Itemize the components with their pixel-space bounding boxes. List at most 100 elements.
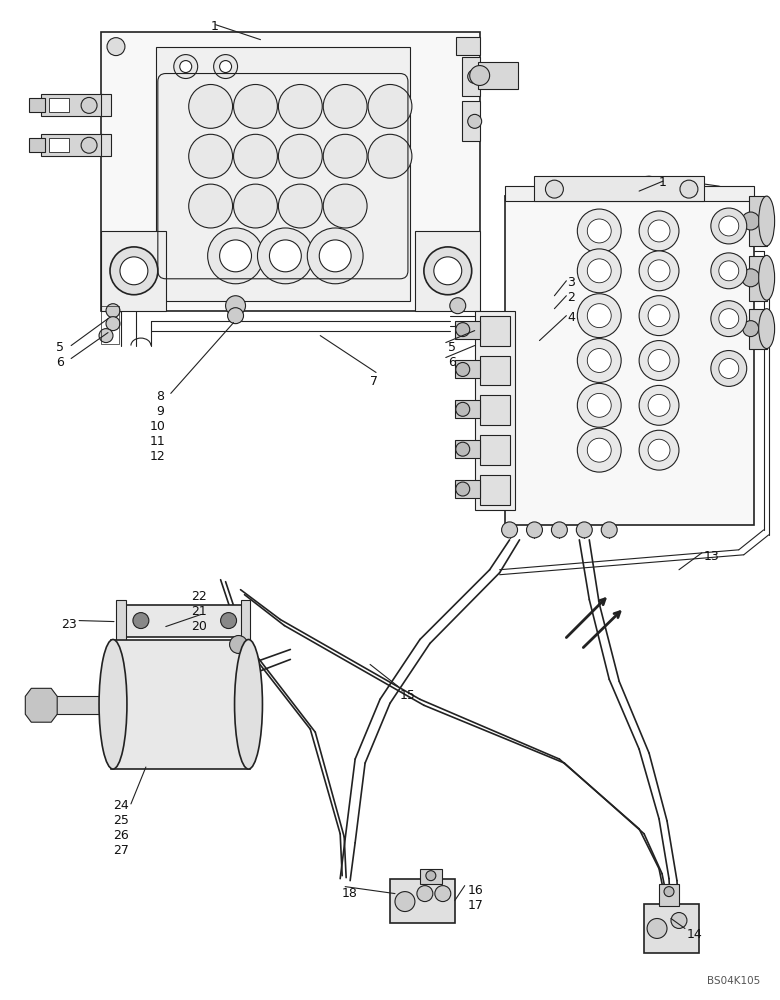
Circle shape bbox=[368, 134, 412, 178]
Bar bbox=[749, 196, 767, 246]
Circle shape bbox=[648, 305, 670, 327]
Bar bbox=[121, 605, 246, 637]
Polygon shape bbox=[25, 688, 57, 722]
Circle shape bbox=[174, 55, 197, 79]
Text: 12: 12 bbox=[150, 450, 165, 463]
Text: 17: 17 bbox=[468, 899, 484, 912]
Circle shape bbox=[639, 430, 679, 470]
Circle shape bbox=[470, 66, 490, 85]
Text: 14: 14 bbox=[687, 928, 703, 941]
Circle shape bbox=[456, 442, 470, 456]
Bar bbox=[101, 231, 166, 311]
Ellipse shape bbox=[99, 640, 127, 769]
Circle shape bbox=[551, 522, 567, 538]
Bar bbox=[475, 311, 515, 510]
Text: 7: 7 bbox=[370, 375, 378, 388]
Circle shape bbox=[711, 351, 746, 386]
Bar bbox=[116, 600, 126, 649]
Circle shape bbox=[639, 251, 679, 291]
Bar bbox=[455, 360, 480, 378]
Circle shape bbox=[307, 228, 363, 284]
Bar bbox=[462, 101, 480, 141]
Bar bbox=[462, 57, 480, 96]
Text: 26: 26 bbox=[113, 829, 129, 842]
Circle shape bbox=[587, 349, 612, 372]
Ellipse shape bbox=[759, 196, 775, 246]
Circle shape bbox=[719, 261, 739, 281]
Bar bbox=[390, 879, 455, 923]
Circle shape bbox=[639, 385, 679, 425]
Circle shape bbox=[587, 304, 612, 328]
Circle shape bbox=[719, 309, 739, 329]
Circle shape bbox=[577, 209, 621, 253]
Circle shape bbox=[680, 180, 698, 198]
Bar bbox=[480, 356, 509, 385]
Circle shape bbox=[426, 871, 436, 881]
Text: 6: 6 bbox=[448, 356, 456, 369]
Circle shape bbox=[269, 240, 301, 272]
Circle shape bbox=[601, 522, 617, 538]
Circle shape bbox=[587, 259, 612, 283]
Circle shape bbox=[220, 240, 251, 272]
Circle shape bbox=[587, 393, 612, 417]
Text: BS04K105: BS04K105 bbox=[707, 976, 760, 986]
Bar bbox=[41, 134, 103, 156]
Bar bbox=[659, 884, 679, 906]
Circle shape bbox=[671, 913, 687, 928]
Circle shape bbox=[456, 402, 470, 416]
Circle shape bbox=[133, 613, 149, 629]
Circle shape bbox=[587, 219, 612, 243]
Circle shape bbox=[106, 317, 120, 331]
Text: 20: 20 bbox=[191, 620, 207, 633]
Circle shape bbox=[221, 613, 236, 629]
Bar bbox=[420, 869, 441, 884]
Circle shape bbox=[576, 522, 592, 538]
Bar bbox=[477, 62, 518, 89]
Circle shape bbox=[417, 886, 433, 902]
Circle shape bbox=[228, 308, 243, 324]
Circle shape bbox=[526, 522, 542, 538]
Ellipse shape bbox=[235, 640, 262, 769]
Circle shape bbox=[577, 294, 621, 338]
Bar bbox=[30, 138, 45, 152]
Bar bbox=[644, 904, 699, 953]
Text: 10: 10 bbox=[150, 420, 165, 433]
Circle shape bbox=[468, 70, 482, 83]
Circle shape bbox=[434, 257, 462, 285]
Circle shape bbox=[120, 257, 148, 285]
Circle shape bbox=[711, 208, 746, 244]
Bar bbox=[456, 37, 480, 55]
Circle shape bbox=[664, 887, 674, 897]
Bar bbox=[49, 98, 69, 112]
Bar bbox=[41, 94, 103, 116]
Circle shape bbox=[257, 228, 314, 284]
Circle shape bbox=[233, 84, 278, 128]
Bar bbox=[101, 134, 111, 156]
Bar bbox=[415, 231, 480, 311]
Circle shape bbox=[719, 216, 739, 236]
Circle shape bbox=[577, 249, 621, 293]
Circle shape bbox=[450, 298, 466, 314]
Circle shape bbox=[395, 892, 415, 912]
Bar bbox=[480, 316, 509, 346]
Bar bbox=[111, 640, 250, 769]
Circle shape bbox=[742, 269, 760, 287]
Bar bbox=[534, 176, 704, 201]
Circle shape bbox=[648, 394, 670, 416]
Ellipse shape bbox=[759, 309, 775, 349]
Circle shape bbox=[81, 137, 97, 153]
Bar bbox=[480, 435, 509, 465]
Text: 23: 23 bbox=[61, 618, 77, 631]
Circle shape bbox=[107, 38, 125, 56]
Bar bbox=[101, 32, 480, 311]
Circle shape bbox=[214, 55, 238, 79]
Circle shape bbox=[456, 362, 470, 376]
Circle shape bbox=[189, 134, 232, 178]
Text: 24: 24 bbox=[113, 799, 129, 812]
Circle shape bbox=[639, 211, 679, 251]
Circle shape bbox=[648, 439, 670, 461]
Circle shape bbox=[743, 321, 759, 337]
Circle shape bbox=[81, 97, 97, 113]
Circle shape bbox=[323, 184, 367, 228]
Text: 8: 8 bbox=[156, 390, 164, 403]
